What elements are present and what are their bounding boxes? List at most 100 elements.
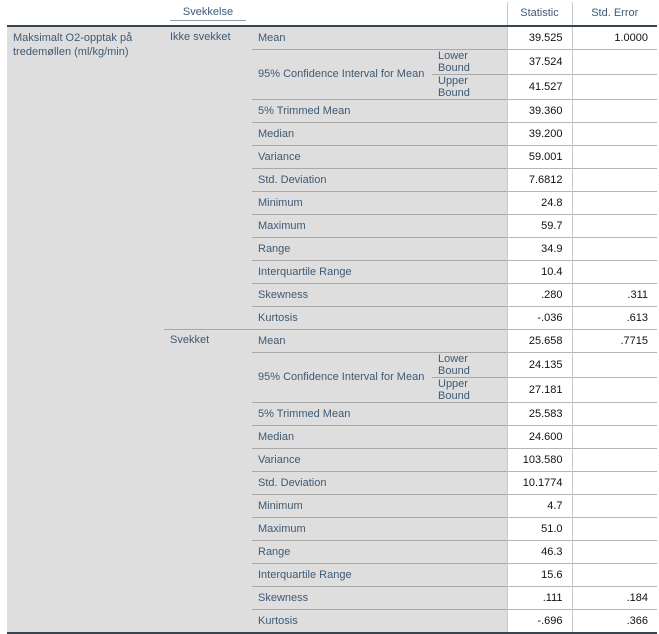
std-error-column-header: Std. Error (571, 2, 657, 27)
table-row: Variance 103.580 (7, 448, 657, 472)
statistic-value-cell: 51.0 (506, 517, 572, 541)
std-error-value-cell (571, 425, 657, 449)
stat-label-cell: Range (252, 237, 507, 261)
statistic-column-header: Statistic (506, 2, 572, 27)
stat-label-cell: Skewness (252, 283, 507, 307)
table-row: Minimum 4.7 (7, 494, 657, 518)
statistic-value-cell: 37.524 (506, 49, 572, 75)
statistic-value-cell: 25.658 (506, 329, 572, 353)
header-row: Svekkelse Statistic Std. Error (7, 2, 657, 27)
std-error-value-cell (571, 214, 657, 238)
std-error-value-cell: .7715 (571, 329, 657, 353)
std-error-value-cell (571, 402, 657, 426)
std-error-value-cell: 1.0000 (571, 25, 657, 50)
table-row: Std. Deviation 10.1774 (7, 471, 657, 495)
table-row: Maksimalt O2-opptak på tredemøllen (ml/k… (7, 25, 657, 633)
table-row: Median 24.600 (7, 425, 657, 449)
statistic-value-cell: 25.583 (506, 402, 572, 426)
stat-label-cell: Minimum (252, 494, 507, 518)
statistic-value-cell: -.696 (506, 609, 572, 633)
std-error-value-cell (571, 517, 657, 541)
table-row: 95% Confidence Interval for Mean Lower B… (7, 49, 657, 100)
stat-label-cell: Std. Deviation (252, 168, 507, 192)
stat-label-cell: Minimum (252, 191, 507, 215)
std-error-value-cell (571, 494, 657, 518)
table-row: Std. Deviation 7.6812 (7, 168, 657, 192)
stat-label-cell: Kurtosis (252, 609, 507, 633)
std-error-value-cell: .184 (571, 586, 657, 610)
std-error-value-cell (571, 122, 657, 146)
variable-label-cell: Maksimalt O2-opptak på tredemøllen (ml/k… (7, 26, 164, 633)
statistic-value-cell: 103.580 (506, 448, 572, 472)
factor-header-label: Svekkelse (170, 6, 246, 21)
statistic-value-cell: 15.6 (506, 563, 572, 587)
std-error-value-cell (571, 352, 657, 378)
table-row: Variance 59.001 (7, 145, 657, 169)
std-error-value-cell: .613 (571, 306, 657, 330)
std-error-value-cell: .366 (571, 609, 657, 633)
ci-label-cell: 95% Confidence Interval for Mean (252, 49, 432, 100)
statistic-value-cell: 34.9 (506, 237, 572, 261)
std-error-value-cell (571, 260, 657, 284)
statistic-value-cell: 41.527 (506, 74, 572, 100)
bound-label-cell: Lower Bound (432, 49, 507, 75)
stat-label-cell: Median (252, 122, 507, 146)
stat-label-cell: Std. Deviation (252, 471, 507, 495)
stat-label-cell: Mean (252, 25, 507, 50)
statistic-value-cell: .111 (506, 586, 572, 610)
statistic-value-cell: 24.600 (506, 425, 572, 449)
std-error-value-cell (571, 99, 657, 123)
statistic-value-cell: -.036 (506, 306, 572, 330)
table-row: Maximum 59.7 (7, 214, 657, 238)
group-cell: Svekket (164, 329, 252, 633)
table-row: 5% Trimmed Mean 39.360 (7, 99, 657, 123)
statistic-value-cell: 59.7 (506, 214, 572, 238)
table-row: Median 39.200 (7, 122, 657, 146)
statistic-value-cell: 10.1774 (506, 471, 572, 495)
ci-label-cell: 95% Confidence Interval for Mean (252, 352, 432, 403)
stat-label-cell: Variance (252, 448, 507, 472)
stat-label-cell: Interquartile Range (252, 563, 507, 587)
bound-label-cell: Upper Bound (432, 74, 507, 100)
stat-label-cell: Mean (252, 329, 507, 353)
std-error-value-cell: .311 (571, 283, 657, 307)
stat-label-cell: Kurtosis (252, 306, 507, 330)
statistic-value-cell: 10.4 (506, 260, 572, 284)
empty-header-cell (252, 2, 507, 27)
statistic-value-cell: 24.135 (506, 352, 572, 378)
bound-label-cell: Lower Bound (432, 352, 507, 378)
table-row: Skewness .111 .184 (7, 586, 657, 610)
statistic-value-cell: 27.181 (506, 377, 572, 403)
std-error-value-cell (571, 191, 657, 215)
corner-header-cell (7, 2, 164, 27)
stat-label-cell: Variance (252, 145, 507, 169)
std-error-value-cell (571, 168, 657, 192)
statistic-value-cell: 4.7 (506, 494, 572, 518)
table-row: Skewness .280 .311 (7, 283, 657, 307)
table-row: Range 34.9 (7, 237, 657, 261)
stat-label-cell: Maximum (252, 517, 507, 541)
table-row: Upper Bound 27.181 (7, 377, 657, 403)
stat-label-cell: 5% Trimmed Mean (252, 402, 507, 426)
group-cell: Ikke svekket (164, 25, 252, 330)
bound-label-cell: Upper Bound (432, 377, 507, 403)
stat-label-cell: Skewness (252, 586, 507, 610)
statistic-value-cell: .280 (506, 283, 572, 307)
table-row: Interquartile Range 15.6 (7, 563, 657, 587)
stat-label-cell: Median (252, 425, 507, 449)
statistic-value-cell: 46.3 (506, 540, 572, 564)
std-error-value-cell (571, 377, 657, 403)
statistic-value-cell: 39.200 (506, 122, 572, 146)
statistic-value-cell: 39.360 (506, 99, 572, 123)
factor-header-cell: Svekkelse (164, 2, 252, 27)
table-row: 5% Trimmed Mean 25.583 (7, 402, 657, 426)
std-error-value-cell (571, 540, 657, 564)
statistic-value-cell: 39.525 (506, 25, 572, 50)
table-row: Maximum 51.0 (7, 517, 657, 541)
stat-label-cell: 5% Trimmed Mean (252, 99, 507, 123)
descriptives-table: Svekkelse Statistic Std. Error Maksimalt… (7, 2, 657, 634)
statistic-value-cell: 59.001 (506, 145, 572, 169)
table-row: 95% Confidence Interval for Mean Lower B… (7, 352, 657, 403)
table-row: Svekket Mean 25.658 .7715 (7, 329, 657, 633)
table-row: Range 46.3 (7, 540, 657, 564)
